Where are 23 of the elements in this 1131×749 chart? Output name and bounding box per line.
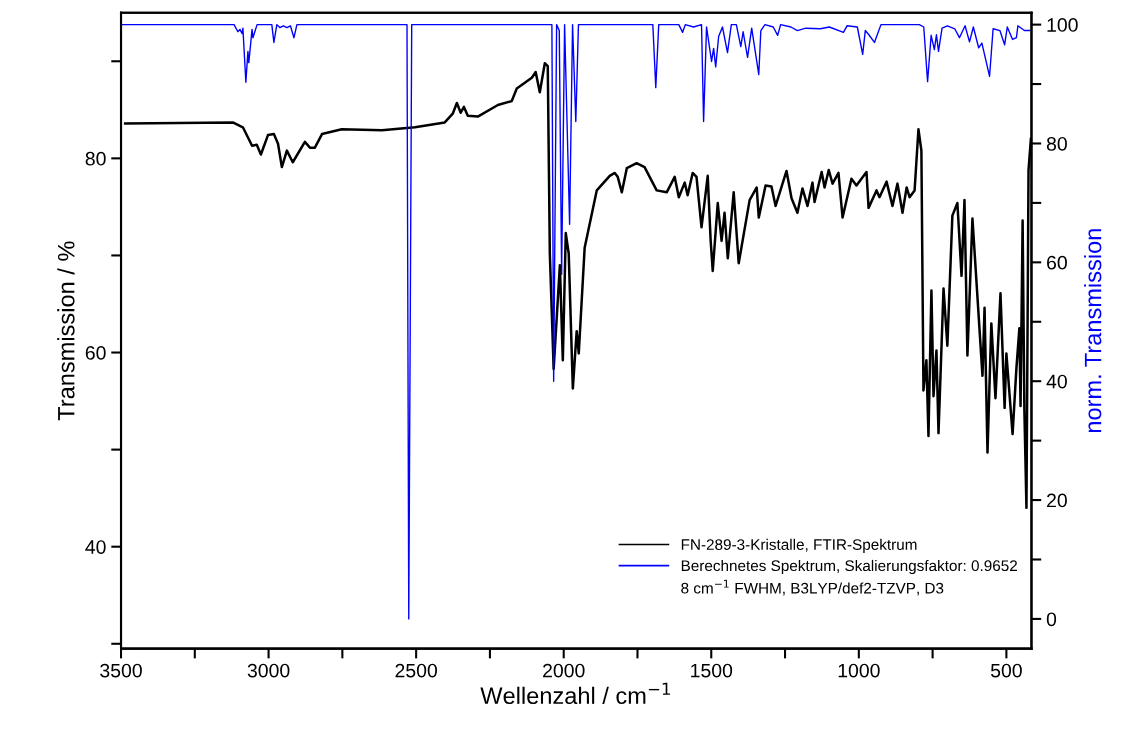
legend-label: Berechnetes Spektrum, Skalierungsfaktor: 0.9652 xyxy=(681,559,1017,575)
y2-tick-label: 100 xyxy=(1047,18,1078,32)
y-tick-label: 80 xyxy=(85,151,106,166)
y2-tick-label: 80 xyxy=(1046,136,1067,151)
y-tick-label: 60 xyxy=(85,346,106,360)
y2-tick-label: 40 xyxy=(1046,374,1067,389)
x-tick-label: 1500 xyxy=(691,663,733,678)
x-tick-label: 2500 xyxy=(395,663,438,678)
line-series xyxy=(121,23,1031,620)
y2-tick-label: 20 xyxy=(1047,493,1067,508)
y2-tick-label: 60 xyxy=(1047,255,1067,270)
x-axis-title: Wellenzahl / cm$^{−1}$ xyxy=(480,682,670,705)
y-tick-label: 40 xyxy=(85,540,106,554)
annotation: 8 cm$^{−1}$ FWHM, B3LYP/def2-TZVP, D3 xyxy=(681,579,944,596)
y2-axis-title: norm. Transmission xyxy=(1084,229,1102,433)
y-axis-title: Transmission / % xyxy=(57,241,75,421)
x-tick-label: 500 xyxy=(990,663,1022,678)
legend-label: FN-289-3-Kristalle, FTIR-Spektrum xyxy=(681,538,917,553)
x-tick-label: 1000 xyxy=(838,663,880,678)
y2-tick-label: 0 xyxy=(1046,612,1057,627)
x-tick-label: 2000 xyxy=(543,663,585,678)
x-tick-label: 3500 xyxy=(100,663,142,678)
x-tick-label: 3000 xyxy=(247,663,290,678)
